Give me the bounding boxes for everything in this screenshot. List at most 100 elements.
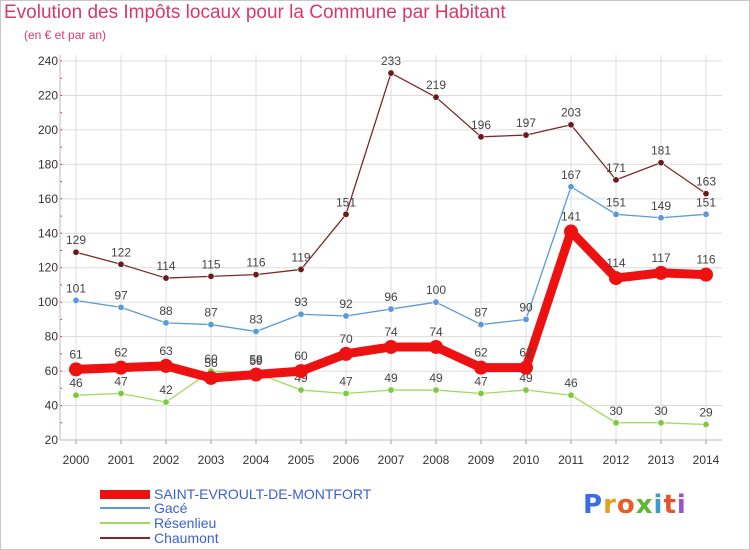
y-tick-label: 60 bbox=[45, 364, 59, 378]
data-label-gace: 101 bbox=[66, 281, 86, 295]
data-point-gace bbox=[117, 303, 125, 311]
data-label-chaumont: 197 bbox=[516, 116, 536, 130]
data-label-saint-evroult-de-montfort: 60 bbox=[294, 349, 308, 363]
data-label-resenlieu: 49 bbox=[384, 371, 398, 385]
y-tick-label: 140 bbox=[38, 226, 58, 240]
data-label-saint-evroult-de-montfort: 63 bbox=[159, 344, 173, 358]
data-point-resenlieu bbox=[612, 419, 620, 427]
data-point-gace bbox=[162, 319, 170, 327]
data-point-resenlieu bbox=[342, 389, 350, 397]
data-label-saint-evroult-de-montfort: 56 bbox=[204, 356, 218, 370]
data-label-chaumont: 116 bbox=[246, 256, 265, 270]
data-point-gace bbox=[432, 298, 440, 306]
legend-swatch-gace bbox=[100, 507, 150, 509]
data-point-resenlieu bbox=[702, 420, 710, 428]
data-point-resenlieu bbox=[567, 391, 575, 399]
x-tick-label: 2001 bbox=[108, 453, 135, 467]
logo-letter: P bbox=[583, 490, 604, 520]
data-label-resenlieu: 46 bbox=[69, 376, 83, 390]
x-tick-label: 2009 bbox=[468, 453, 495, 467]
data-label-resenlieu: 59 bbox=[249, 354, 263, 368]
data-label-gace: 87 bbox=[474, 306, 488, 320]
data-label-chaumont: 171 bbox=[606, 161, 626, 175]
x-tick-label: 2014 bbox=[693, 453, 720, 467]
data-point-resenlieu bbox=[162, 398, 170, 406]
data-label-saint-evroult-de-montfort: 117 bbox=[651, 251, 670, 265]
data-label-resenlieu: 30 bbox=[609, 404, 623, 418]
data-point-saint-evroult-de-montfort bbox=[69, 362, 83, 377]
data-point-chaumont bbox=[207, 272, 215, 280]
y-tick-label: 240 bbox=[38, 54, 58, 68]
x-tick-label: 2002 bbox=[153, 453, 180, 467]
logo-letter: r bbox=[603, 490, 617, 520]
data-point-resenlieu bbox=[432, 386, 440, 394]
data-label-saint-evroult-de-montfort: 62 bbox=[474, 346, 488, 360]
data-label-gace: 151 bbox=[606, 195, 626, 209]
data-label-resenlieu: 49 bbox=[519, 371, 533, 385]
data-label-gace: 100 bbox=[426, 283, 446, 297]
data-point-gace bbox=[567, 183, 575, 191]
data-point-chaumont bbox=[567, 121, 575, 129]
data-label-resenlieu: 47 bbox=[339, 374, 353, 388]
data-point-resenlieu bbox=[657, 419, 665, 427]
data-label-saint-evroult-de-montfort: 116 bbox=[696, 253, 715, 267]
data-point-chaumont bbox=[657, 159, 665, 167]
legend-swatch-chaumont bbox=[100, 537, 150, 539]
legend-item-gace: Gacé bbox=[100, 500, 187, 516]
legend-label-saint-evroult: SAINT-EVROULT-DE-MONTFORT bbox=[154, 486, 372, 502]
x-tick-label: 2000 bbox=[63, 453, 90, 467]
data-label-resenlieu: 49 bbox=[429, 371, 443, 385]
data-point-gace bbox=[702, 210, 710, 218]
data-label-saint-evroult-de-montfort: 58 bbox=[249, 353, 263, 367]
data-label-resenlieu: 47 bbox=[114, 374, 128, 388]
data-point-gace bbox=[387, 305, 395, 313]
data-label-chaumont: 196 bbox=[471, 118, 491, 132]
data-point-saint-evroult-de-montfort bbox=[699, 267, 713, 282]
data-point-saint-evroult-de-montfort bbox=[294, 364, 308, 379]
data-point-gace bbox=[477, 321, 485, 329]
data-point-gace bbox=[207, 321, 215, 329]
data-label-resenlieu: 47 bbox=[474, 374, 488, 388]
data-label-chaumont: 122 bbox=[111, 245, 131, 259]
data-point-chaumont bbox=[612, 176, 620, 184]
data-label-chaumont: 119 bbox=[291, 250, 310, 264]
data-point-gace bbox=[342, 312, 350, 320]
data-point-chaumont bbox=[72, 248, 80, 256]
data-point-gace bbox=[252, 327, 260, 335]
data-point-resenlieu bbox=[297, 386, 305, 394]
x-tick-label: 2011 bbox=[558, 453, 584, 467]
data-point-chaumont bbox=[162, 274, 170, 282]
data-point-saint-evroult-de-montfort bbox=[654, 265, 668, 280]
legend-label-resenlieu: Résenlieu bbox=[154, 515, 217, 531]
data-label-saint-evroult-de-montfort: 62 bbox=[114, 346, 128, 360]
data-point-gace bbox=[657, 214, 665, 222]
data-point-chaumont bbox=[342, 210, 350, 218]
data-label-resenlieu: 60 bbox=[204, 352, 218, 366]
x-tick-label: 2012 bbox=[603, 453, 630, 467]
logo-letter: x bbox=[635, 490, 654, 520]
data-label-gace: 92 bbox=[339, 297, 353, 311]
data-label-chaumont: 151 bbox=[336, 195, 356, 209]
chart-subtitle: (en € et par an) bbox=[24, 28, 107, 42]
legend-label-gace: Gacé bbox=[154, 500, 188, 516]
data-label-chaumont: 114 bbox=[156, 259, 175, 273]
data-point-gace bbox=[297, 310, 305, 318]
proxiti-logo: Proxiti bbox=[583, 490, 687, 520]
x-tick-label: 2006 bbox=[333, 453, 360, 467]
data-label-gace: 87 bbox=[204, 306, 218, 320]
legend-item-chaumont: Chaumont bbox=[100, 530, 219, 546]
logo-letter: i bbox=[676, 490, 687, 520]
data-label-saint-evroult-de-montfort: 62 bbox=[519, 346, 533, 360]
data-point-resenlieu bbox=[117, 389, 125, 397]
data-label-resenlieu: 42 bbox=[159, 383, 173, 397]
data-label-resenlieu: 29 bbox=[699, 405, 713, 419]
logo-letter: o bbox=[616, 490, 636, 520]
data-point-chaumont bbox=[477, 133, 485, 141]
data-label-gace: 96 bbox=[384, 290, 398, 304]
data-label-gace: 83 bbox=[249, 312, 263, 326]
legend-item-resenlieu: Résenlieu bbox=[100, 515, 216, 531]
data-label-chaumont: 115 bbox=[201, 257, 220, 271]
data-label-chaumont: 233 bbox=[381, 54, 401, 68]
data-point-saint-evroult-de-montfort bbox=[159, 358, 173, 373]
y-tick-label: 220 bbox=[38, 88, 58, 102]
